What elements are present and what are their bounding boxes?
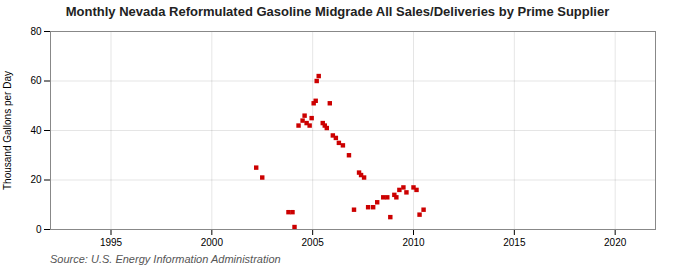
svg-text:80: 80	[30, 26, 42, 37]
svg-text:1995: 1995	[100, 237, 123, 248]
svg-text:2005: 2005	[302, 237, 325, 248]
svg-text:2020: 2020	[604, 237, 627, 248]
html-text:Monthly Nevada Reformulated Ga: Monthly Nevada Reformulated Gasoline Mid…	[65, 4, 610, 19]
svg-text:60: 60	[30, 75, 42, 86]
html-text:Source: U.S. Energy Informatio: Source: U.S. Energy Information Administ…	[50, 253, 281, 265]
svg-text:40: 40	[30, 125, 42, 136]
svg-text:0: 0	[36, 224, 42, 235]
svg-text:2000: 2000	[201, 237, 224, 248]
svg-text:Thousand Gallons per Day: Thousand Gallons per Day	[2, 71, 13, 190]
svg-text:2010: 2010	[402, 237, 425, 248]
svg-text:2015: 2015	[503, 237, 526, 248]
svg-text:20: 20	[30, 174, 42, 185]
